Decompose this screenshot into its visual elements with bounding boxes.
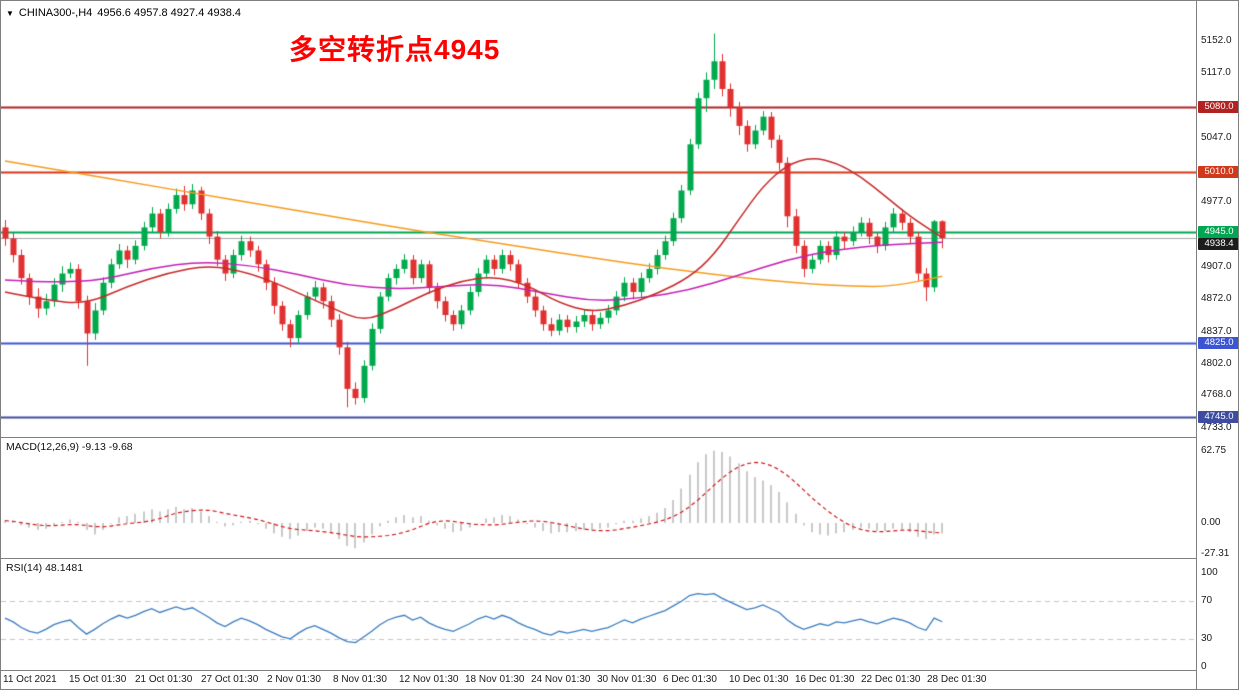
macd-indicator-chart[interactable] [1,438,1197,557]
rsi-tick-label: 0 [1201,661,1207,672]
price-line-badge: 4745.0 [1198,410,1238,423]
price-tick-label: 4802.0 [1201,357,1232,369]
chart-annotation-text: 多空转折点4945 [289,34,501,65]
macd-tick-label: 62.75 [1201,445,1227,456]
price-tick-label: 4733.0 [1201,421,1232,433]
time-label: 22 Dec 01:30 [861,674,921,685]
time-label: 8 Nov 01:30 [333,674,387,685]
time-label: 30 Nov 01:30 [597,674,657,685]
time-label: 11 Oct 2021 [3,674,57,685]
time-axis: 11 Oct 2021 15 Oct 01:30 21 Oct 01:30 27 Oc… [1,671,1196,689]
rsi-tick-label: 100 [1201,567,1218,578]
price-line-badge: 4945.0 [1198,226,1238,238]
price-line-badge: 4938.4 [1198,238,1238,250]
rsi-tick-label: 70 [1201,595,1213,607]
price-tick-label: 5152.0 [1201,34,1232,46]
macd-tick-label: 0.00 [1201,517,1221,528]
macd-tick-label: -27.31 [1201,548,1230,560]
symbol-period-label: CHINA300-,H4 [18,7,93,19]
rsi-tick-label: 30 [1201,632,1213,644]
time-label: 10 Dec 01:30 [729,674,789,685]
panel-separator [1,670,1238,671]
price-tick-label: 4837.0 [1201,325,1232,337]
panel-separator[interactable] [1,437,1238,438]
price-tick-label: 4977.0 [1201,196,1232,208]
chart-header: ▼ CHINA300-,H4 4956.6 4957.8 4927.4 4938… [6,7,241,19]
symbol-dropdown-icon[interactable]: ▼ [6,8,14,18]
time-label: 6 Dec 01:30 [663,674,717,685]
time-label: 28 Dec 01:30 [927,674,987,685]
price-tick-label: 4907.0 [1201,261,1232,273]
price-line-badge: 5080.0 [1198,101,1238,114]
time-label: 2 Nov 01:30 [267,674,321,685]
price-tick-label: 5047.0 [1201,131,1232,143]
time-label: 21 Oct 01:30 [135,674,193,685]
time-label: 12 Nov 01:30 [399,674,459,685]
ohlc-values: 4956.6 4957.8 4927.4 4938.4 [97,7,242,19]
time-label: 15 Oct 01:30 [69,674,127,685]
macd-indicator-label: MACD(12,26,9) -9.13 -9.68 [6,441,133,453]
time-label: 24 Nov 01:30 [531,674,591,685]
price-line-badge: 5010.0 [1198,166,1238,179]
rsi-indicator-label: RSI(14) 48.1481 [6,562,84,574]
price-line-badge: 4825.0 [1198,336,1238,349]
panel-separator[interactable] [1,558,1238,559]
time-label: 27 Oct 01:30 [201,674,259,685]
main-price-chart[interactable] [1,1,1197,437]
price-axis: 5152.0 5117.0 5047.0 4977.0 4907.0 4872.0 4837… [1196,1,1238,689]
time-label: 18 Nov 01:30 [465,674,525,685]
price-tick-label: 4768.0 [1201,389,1232,401]
price-tick-label: 5117.0 [1201,67,1231,79]
time-label: 16 Dec 01:30 [795,674,855,685]
price-tick-label: 4872.0 [1201,293,1232,305]
rsi-indicator-chart[interactable] [1,559,1197,670]
